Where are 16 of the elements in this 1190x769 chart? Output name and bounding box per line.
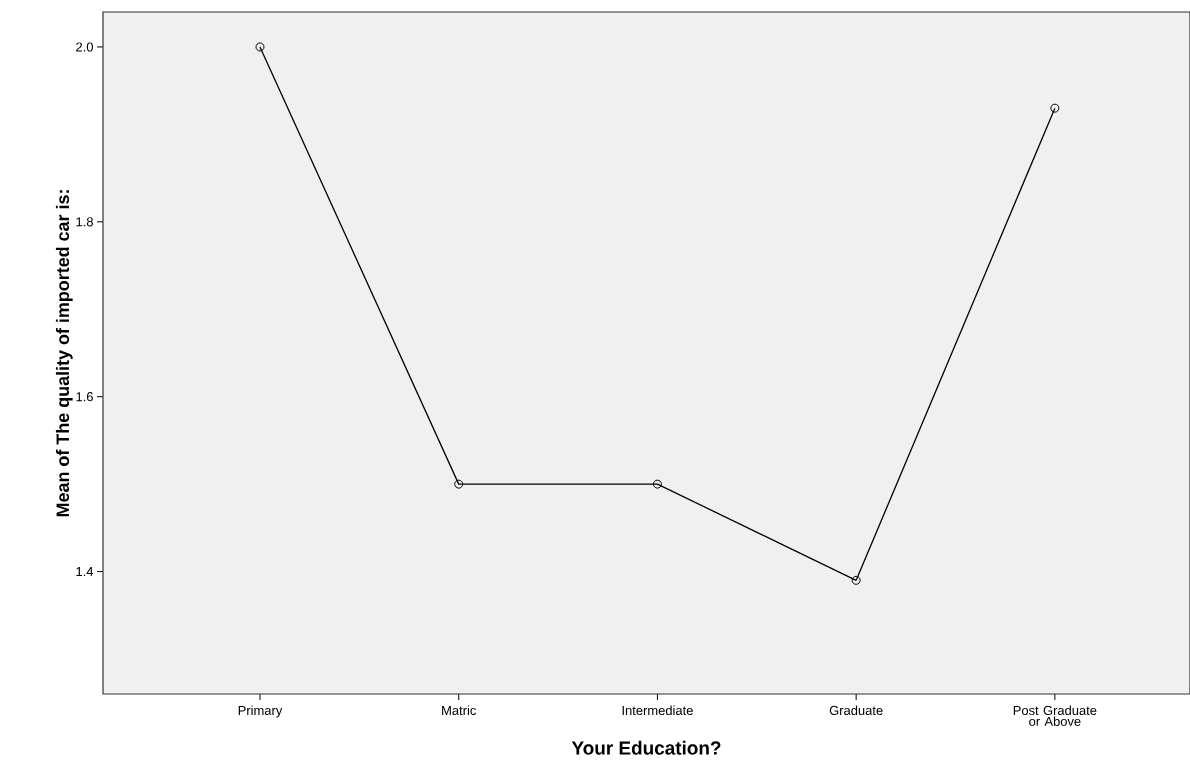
- y-tick-label: 2.0: [76, 42, 93, 52]
- point: [255, 42, 265, 52]
- y-tick-label: 1.6: [76, 392, 93, 402]
- y-tick-label: 1.8: [76, 217, 93, 227]
- x-tick-label: Matric: [442, 705, 477, 716]
- point: [454, 479, 464, 489]
- x-tick-label: Post Graduate or Above: [1013, 705, 1097, 726]
- x-tick-label: Graduate: [829, 705, 883, 716]
- x-tick-label: Intermediate: [622, 705, 693, 716]
- x-axis-title: Your Education?: [571, 740, 721, 755]
- y-tick-label: 1.4: [76, 567, 94, 577]
- point: [652, 479, 662, 489]
- point: [1050, 103, 1060, 113]
- y-axis-title: Mean of The quality of imported car is:: [55, 190, 73, 517]
- x-tick-label: Primary: [238, 705, 283, 718]
- point: [851, 575, 861, 585]
